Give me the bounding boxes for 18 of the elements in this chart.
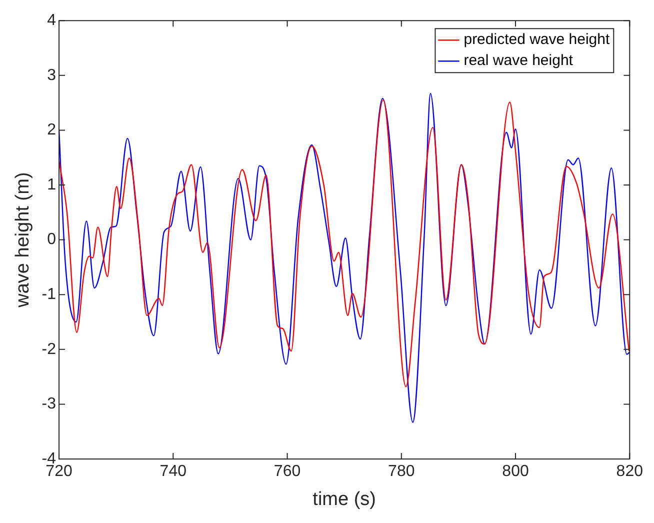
x-tick-label: 780	[388, 463, 415, 480]
y-tick-label: 2	[47, 122, 56, 139]
legend-label: predicted wave height	[464, 31, 610, 48]
y-tick-label: -2	[42, 340, 56, 358]
x-tick-label: 820	[616, 463, 644, 480]
y-tick-label: 0	[47, 231, 56, 248]
x-tick-label: 800	[502, 463, 529, 480]
y-tick-label: -1	[42, 286, 56, 304]
y-tick-label: 3	[47, 66, 56, 84]
x-tick-label: 760	[274, 463, 301, 480]
y-axis-title: wave height (m)	[12, 172, 34, 308]
x-tick-label: 740	[160, 463, 187, 480]
y-tick-label: 4	[47, 12, 56, 30]
x-axis-title: time (s)	[312, 488, 376, 510]
y-tick-label: 1	[47, 176, 56, 194]
legend-label: real wave height	[464, 52, 574, 70]
x-tick-label: 720	[46, 463, 72, 480]
y-tick-label: -3	[42, 396, 56, 413]
